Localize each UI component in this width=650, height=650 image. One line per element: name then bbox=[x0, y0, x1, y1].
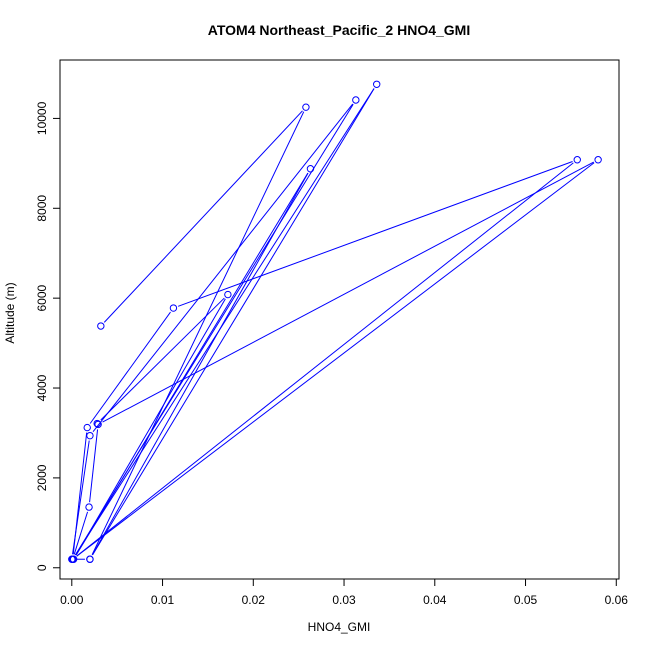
data-point bbox=[69, 555, 78, 563]
series-segment bbox=[75, 298, 226, 556]
series-segment bbox=[72, 432, 88, 555]
x-tick-label: 0.06 bbox=[605, 593, 629, 607]
x-tick-label: 0.00 bbox=[60, 593, 84, 607]
data-point bbox=[302, 103, 310, 111]
series-segment bbox=[92, 88, 375, 556]
series-segment bbox=[76, 162, 595, 557]
x-tick-label: 0.04 bbox=[423, 593, 447, 607]
series-lines bbox=[72, 88, 595, 560]
data-point bbox=[373, 80, 381, 88]
x-axis-label: HNO4_GMI bbox=[308, 620, 371, 634]
y-tick-label: 8000 bbox=[35, 195, 49, 222]
x-tick-label: 0.05 bbox=[514, 593, 538, 607]
series-segment bbox=[91, 172, 309, 556]
data-point bbox=[93, 419, 101, 428]
y-axis-label: Altitude (m) bbox=[3, 282, 17, 343]
x-tick-label: 0.01 bbox=[151, 593, 175, 607]
data-point bbox=[94, 420, 102, 429]
series-segment bbox=[75, 172, 309, 556]
series-segment bbox=[89, 429, 99, 503]
chart-title: ATOM4 Northeast_Pacific_2 HNO4_GMI bbox=[208, 22, 470, 38]
data-point bbox=[352, 96, 360, 104]
y-tick-label: 10000 bbox=[35, 101, 49, 135]
series-segment bbox=[102, 161, 594, 423]
series-segment bbox=[103, 110, 303, 323]
data-point bbox=[85, 503, 93, 511]
data-point bbox=[83, 423, 91, 432]
data-point bbox=[594, 156, 602, 164]
data-point bbox=[306, 165, 315, 173]
series-segment bbox=[76, 162, 574, 557]
y-axis: 0 2000 4000 6000 8000 10000 bbox=[35, 101, 61, 571]
data-point bbox=[169, 304, 178, 312]
data-point bbox=[86, 431, 94, 440]
y-tick-label: 0 bbox=[35, 564, 49, 571]
data-point bbox=[224, 290, 232, 299]
y-tick-label: 6000 bbox=[35, 284, 49, 311]
series-segment bbox=[74, 88, 375, 556]
x-tick-label: 0.03 bbox=[332, 593, 356, 607]
y-tick-label: 2000 bbox=[35, 464, 49, 491]
data-point bbox=[97, 322, 105, 330]
series-segment bbox=[91, 111, 305, 555]
series-points bbox=[68, 80, 602, 563]
data-point bbox=[573, 156, 581, 164]
series-segment bbox=[89, 311, 171, 424]
series-segment bbox=[100, 297, 225, 421]
y-tick-label: 4000 bbox=[35, 374, 49, 401]
data-point bbox=[86, 555, 94, 563]
series-segment bbox=[92, 103, 354, 433]
series-segment bbox=[177, 161, 573, 307]
x-axis: 0.00 0.01 0.02 0.03 0.04 0.05 0.06 bbox=[60, 578, 629, 607]
x-tick-label: 0.02 bbox=[242, 593, 266, 607]
series-segment bbox=[73, 511, 89, 555]
